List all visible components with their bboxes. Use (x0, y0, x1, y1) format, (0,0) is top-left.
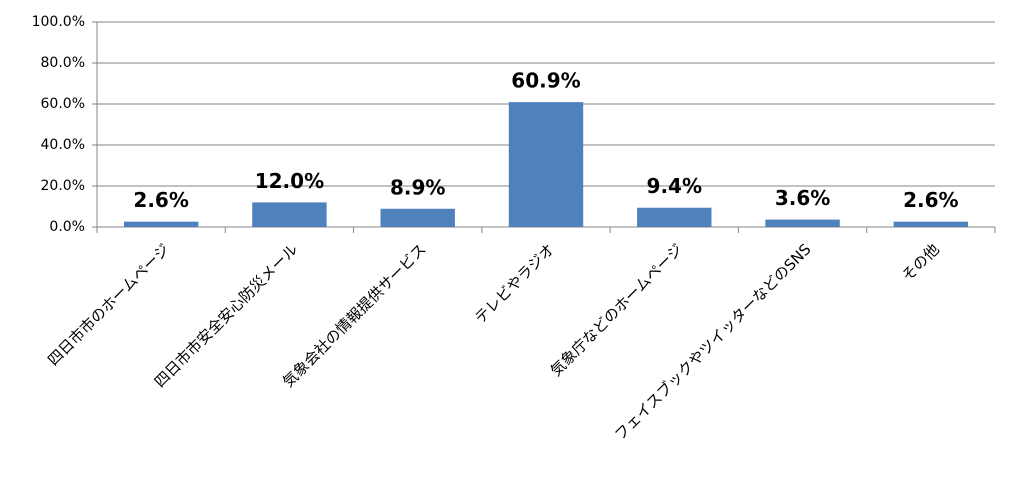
bar (765, 219, 840, 227)
x-tick-label: 気象庁などのホームページ (547, 240, 686, 379)
value-label: 2.6% (133, 188, 188, 212)
x-tick-label: 四日市市のホームページ (44, 240, 173, 369)
bar (637, 207, 712, 227)
bar (508, 102, 584, 227)
x-tick-label: 気象会社の情報提供サービス (279, 240, 430, 391)
y-tick-label: 100.0% (32, 14, 85, 30)
bar (252, 202, 327, 227)
value-label: 60.9% (511, 69, 580, 93)
y-tick-label: 60.0% (41, 96, 85, 112)
value-label: 3.6% (775, 186, 830, 210)
y-tick-label: 20.0% (41, 178, 85, 194)
bar (380, 208, 455, 227)
x-tick-label: テレビやラジオ (471, 240, 558, 327)
y-tick-label: 40.0% (41, 137, 85, 153)
value-label: 2.6% (903, 188, 958, 212)
y-tick-label: 80.0% (41, 55, 85, 71)
y-tick-label: 0.0% (49, 219, 85, 235)
bar (893, 221, 969, 227)
x-tick-label: 四日市市安全安心防災メール (151, 240, 302, 391)
value-label: 9.4% (647, 174, 702, 198)
bar (123, 221, 199, 227)
x-tick-label: その他 (898, 240, 943, 285)
value-label: 8.9% (390, 175, 445, 199)
value-label: 12.0% (255, 169, 324, 193)
x-tick-label: フェイスブックやツイッターなどのSNS (611, 240, 815, 444)
